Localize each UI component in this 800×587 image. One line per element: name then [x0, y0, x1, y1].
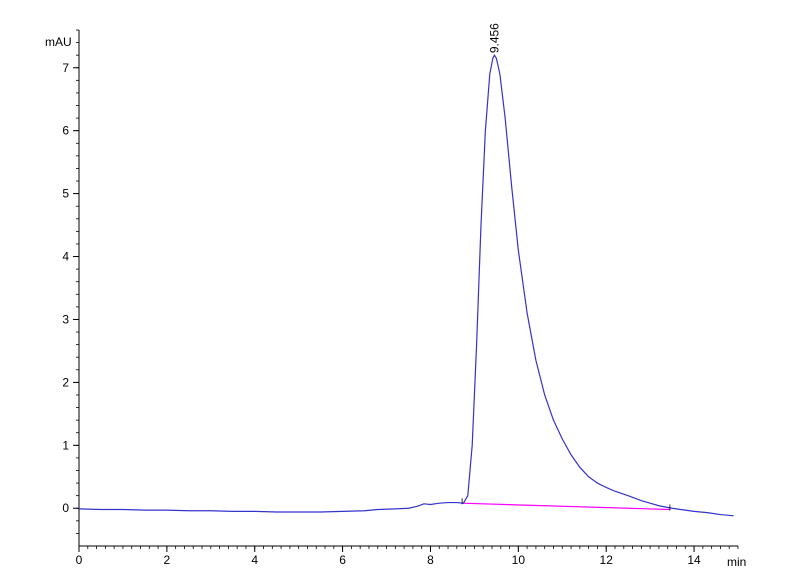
minor-ticks	[76, 29, 739, 549]
integration-baseline-line	[462, 502, 670, 511]
x-tick-label: 14	[687, 553, 701, 567]
y-tick-label: 3	[62, 312, 69, 326]
annotations: 9.456	[461, 23, 671, 511]
y-tick-label: 7	[62, 61, 69, 75]
x-tick-label: 0	[76, 553, 83, 567]
y-tick-label: 6	[62, 124, 69, 138]
y-tick-label: 2	[62, 375, 69, 389]
y-tick-label: 5	[62, 187, 69, 201]
x-tick-label: 2	[164, 553, 171, 567]
x-tick-label: 4	[251, 553, 258, 567]
x-axis-label: min	[727, 555, 746, 569]
peak-retention-time-label: 9.456	[487, 23, 501, 53]
x-tick-label: 10	[512, 553, 526, 567]
y-tick-label: 1	[62, 438, 69, 452]
x-tick-label: 8	[427, 553, 434, 567]
y-ticks: 0 1 2 3 4 5 6 7	[62, 61, 79, 515]
axes	[78, 30, 738, 547]
x-tick-label: 6	[339, 553, 346, 567]
y-tick-label: 0	[62, 501, 69, 515]
y-axis-label: mAU	[45, 35, 72, 49]
y-tick-label: 4	[62, 250, 69, 264]
plot-area	[78, 53, 734, 517]
x-ticks: 0 2 4 6 8 10 12 14	[76, 546, 701, 567]
x-tick-label: 12	[600, 553, 614, 567]
signal-trace-line	[78, 53, 734, 517]
